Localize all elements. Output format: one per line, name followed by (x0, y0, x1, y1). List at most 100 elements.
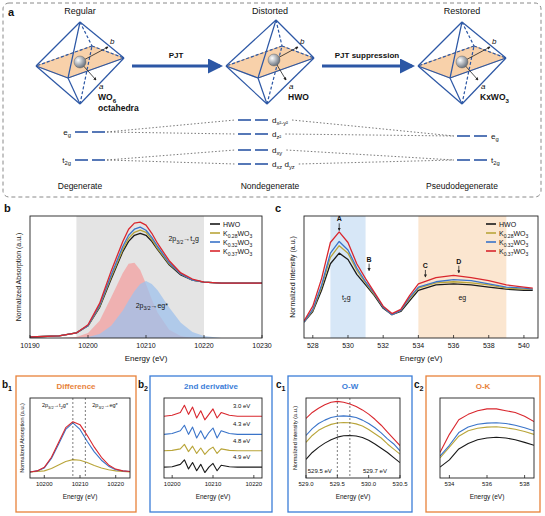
x-tick-label: 10220 (245, 481, 262, 487)
annotation: 4.3 eV (233, 421, 250, 427)
spectrum-line (306, 401, 400, 445)
chart-panel: b22nd derivative102001021010220Energy (e… (138, 376, 272, 512)
x-tick (487, 475, 488, 478)
x-tick-label: 10200 (164, 481, 181, 487)
energy-level (255, 149, 268, 151)
octahedron-edge (462, 22, 506, 58)
annotation: t2g (342, 294, 351, 303)
legend-swatch (486, 223, 496, 225)
spectrum-line (30, 227, 262, 337)
spectrum-line (30, 233, 262, 337)
octahedron-edge (68, 78, 80, 104)
x-tick (88, 335, 89, 338)
correlation-line (286, 150, 454, 160)
spectrum-line (164, 444, 262, 454)
x-tick (30, 335, 31, 338)
spectrum-line (306, 423, 400, 455)
annotation: C (423, 262, 428, 269)
equatorial-plane (226, 46, 314, 78)
spectrum-line (306, 435, 400, 462)
x-tick (262, 335, 263, 338)
x-axis-title: Energy (eV) (336, 493, 371, 501)
orbital-label: dxz dyz (272, 160, 295, 170)
plot-data (30, 398, 130, 478)
x-axis-title: Energy (eV) (400, 354, 443, 363)
spectrum-line (440, 427, 534, 458)
axis-label: a (481, 82, 486, 91)
octahedron-edge (258, 58, 314, 78)
correlation-line (107, 132, 235, 134)
correlation-line (292, 120, 454, 136)
compound: HWO (288, 92, 309, 102)
x-tick (337, 475, 338, 478)
process-arrow (322, 65, 412, 68)
x-tick (306, 475, 307, 478)
octahedron-edge (36, 66, 80, 104)
octahedron-edge (80, 22, 124, 58)
x-tick-label: 530.0 (361, 481, 377, 487)
x-tick (172, 475, 173, 478)
x-tick-label: 10190 (20, 342, 40, 349)
energy-level (255, 119, 268, 121)
annotation: 2p3/2→t2g (168, 235, 199, 244)
legend-label: K0.28WO3 (223, 230, 253, 239)
annotation: eg (458, 294, 466, 302)
orbital-label: dx²-y² (272, 116, 288, 126)
chart-title: Difference (56, 382, 96, 391)
panel-label: c2 (414, 379, 424, 393)
orbital-label: t2g (491, 156, 500, 166)
inset-frame (16, 376, 136, 512)
inset-frame (426, 376, 540, 512)
stage: RestoredabKxWO3egt2gPseudodegenerate (418, 6, 510, 191)
state-label: Degenerate (58, 181, 103, 191)
axis-label: b (300, 37, 305, 46)
annotation: 4.9 eV (233, 454, 250, 460)
x-tick-label: 10200 (78, 342, 98, 349)
x-tick (400, 475, 401, 478)
octahedron-edge (258, 20, 276, 78)
x-tick (418, 335, 419, 338)
plot-data (30, 216, 262, 338)
panel-label: b1 (2, 379, 12, 393)
x-tick (146, 335, 147, 338)
octahedron-edge (226, 46, 282, 66)
legend-label: K0.28WO3 (499, 230, 529, 239)
x-tick (312, 335, 313, 338)
legend-label: K0.32WO3 (499, 239, 529, 248)
stage: RegularabWO6octahedraegt2gDegenerate (36, 6, 139, 191)
octahedron-edge (282, 46, 314, 58)
octahedron-edge (462, 58, 506, 104)
x-tick-label: 538 (520, 481, 531, 487)
x-tick (523, 335, 524, 338)
plot-frame (440, 398, 534, 478)
x-tick-label: 532 (377, 342, 389, 349)
x-tick-label: 10210 (205, 481, 222, 487)
x-tick (488, 335, 489, 338)
energy-level (238, 149, 251, 151)
annotation: 2p3/2→t2g* (42, 402, 69, 410)
x-axis-title: Energy (eV) (125, 354, 168, 363)
octahedron-edge (462, 22, 474, 46)
energy-level (474, 159, 487, 161)
legend-swatch (210, 241, 220, 243)
legend-swatch (210, 223, 220, 225)
compound-note: octahedra (98, 103, 139, 113)
reference-line (349, 398, 350, 478)
plot-frame (164, 398, 262, 478)
y-axis-title: Normalized Intensity (a.u.) (289, 236, 297, 318)
plot-data (164, 405, 262, 472)
annotation-arrow (369, 264, 370, 271)
component-area (30, 263, 262, 338)
annotation: B (367, 256, 372, 263)
state-label: Nondegenerate (241, 181, 300, 191)
legend-swatch (486, 232, 496, 234)
chart-title: 2nd derivative (184, 382, 238, 391)
correlation-line (107, 160, 235, 164)
compound: WO6 (98, 92, 117, 104)
orbital-label: eg (491, 132, 499, 142)
chart-panel: b1019010200102101022010230Energy (eV)Nor… (4, 202, 272, 363)
spectrum-line (304, 241, 533, 322)
orbital-label: dxy (272, 146, 282, 156)
x-tick (347, 335, 348, 338)
spectrum-line (306, 416, 400, 451)
